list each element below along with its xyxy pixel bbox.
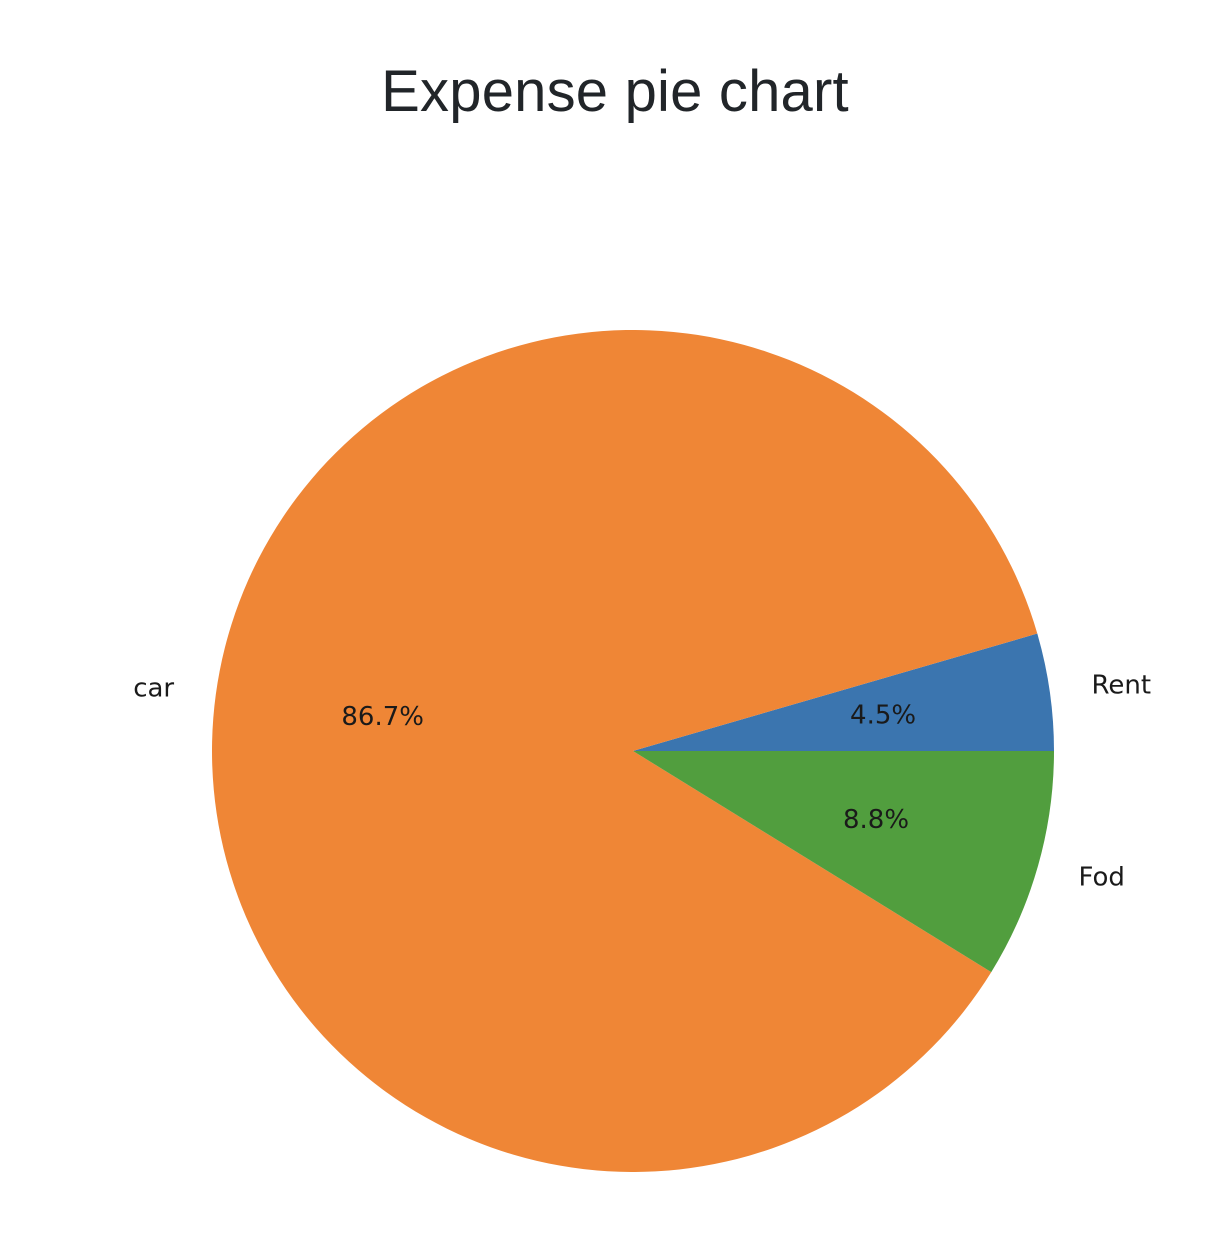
pie-slice-fod: [633, 751, 1055, 973]
pie-slice-car: [212, 329, 1038, 1172]
pie-category-label-fod: Fod: [1079, 862, 1125, 892]
pie-category-label-car: car: [133, 674, 174, 704]
pie-category-label-rent: Rent: [1091, 671, 1151, 701]
pie-percent-label-car: 86.7%: [341, 702, 424, 732]
pie-percent-label-rent: 4.5%: [850, 700, 916, 730]
pie-percent-label-fod: 8.8%: [843, 805, 909, 835]
pie-slice-rent: [633, 633, 1054, 751]
chart-title: Expense pie chart: [381, 59, 849, 124]
